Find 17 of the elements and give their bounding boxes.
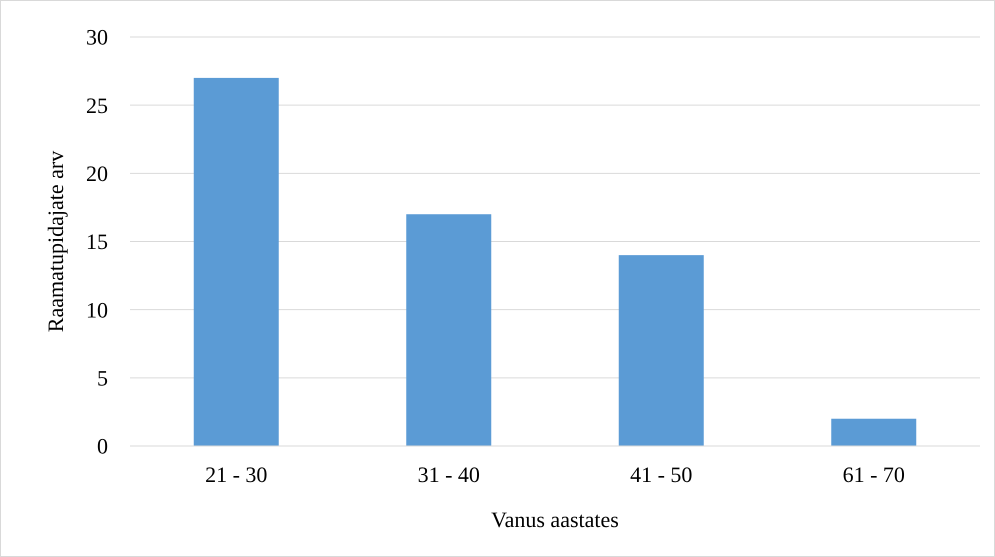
- bar: [618, 255, 704, 446]
- y-tick-label: 20: [86, 161, 108, 186]
- y-tick-label: 30: [86, 24, 108, 50]
- y-tick-label: 0: [97, 434, 108, 459]
- x-tick-label: 61 - 70: [842, 462, 905, 487]
- bar: [831, 418, 916, 446]
- x-axis-title: Vanus aastates: [491, 507, 619, 532]
- bar: [194, 78, 279, 446]
- bar: [406, 214, 492, 446]
- y-tick-label: 5: [97, 366, 108, 391]
- y-tick-label: 25: [86, 92, 108, 118]
- y-tick-label: 10: [86, 297, 108, 322]
- y-tick-label: 15: [86, 229, 108, 254]
- x-tick-label: 21 - 30: [205, 462, 268, 487]
- x-tick-label: 31 - 40: [418, 462, 480, 487]
- y-axis-title: Raamatupidajate arv: [43, 150, 68, 332]
- x-tick-label: 41 - 50: [630, 462, 692, 487]
